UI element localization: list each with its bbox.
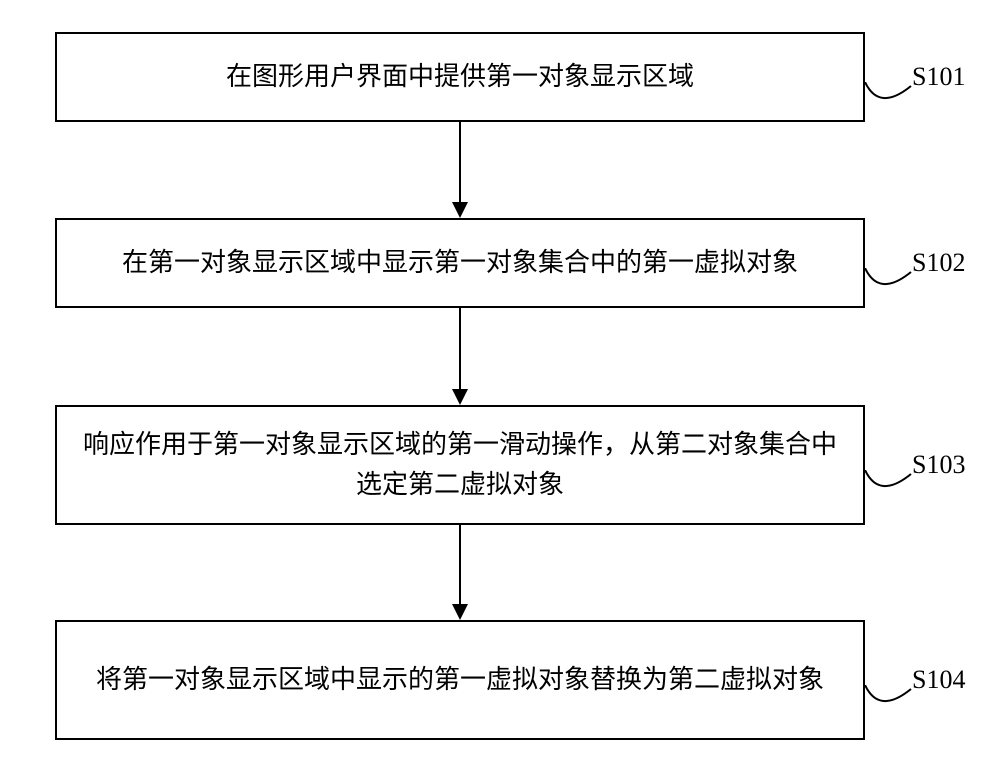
label-tick-icon: [865, 268, 913, 304]
label-tick-icon: [865, 685, 913, 721]
label-text: S103: [912, 450, 965, 479]
label-tick-icon: [865, 470, 913, 506]
arrow-down-icon: [448, 308, 472, 405]
node-text: 在第一对象显示区域中显示第一对象集合中的第一虚拟对象: [122, 243, 798, 283]
flowchart-node-s104: 将第一对象显示区域中显示的第一虚拟对象替换为第二虚拟对象: [55, 620, 865, 740]
label-text: S104: [912, 665, 965, 694]
flowchart-canvas: 在图形用户界面中提供第一对象显示区域 在第一对象显示区域中显示第一对象集合中的第…: [0, 0, 1000, 775]
label-tick-icon: [865, 82, 913, 118]
step-label-s104: S104: [912, 665, 965, 695]
arrow-down-icon: [448, 122, 472, 218]
label-text: S101: [912, 62, 965, 91]
label-text: S102: [912, 248, 965, 277]
step-label-s102: S102: [912, 248, 965, 278]
step-label-s103: S103: [912, 450, 965, 480]
step-label-s101: S101: [912, 62, 965, 92]
node-text: 在图形用户界面中提供第一对象显示区域: [226, 57, 694, 97]
arrow-down-icon: [448, 525, 472, 620]
flowchart-node-s103: 响应作用于第一对象显示区域的第一滑动操作，从第二对象集合中选定第二虚拟对象: [55, 405, 865, 525]
node-text: 响应作用于第一对象显示区域的第一滑动操作，从第二对象集合中选定第二虚拟对象: [77, 425, 843, 506]
flowchart-node-s102: 在第一对象显示区域中显示第一对象集合中的第一虚拟对象: [55, 218, 865, 308]
node-text: 将第一对象显示区域中显示的第一虚拟对象替换为第二虚拟对象: [96, 660, 824, 700]
flowchart-node-s101: 在图形用户界面中提供第一对象显示区域: [55, 32, 865, 122]
